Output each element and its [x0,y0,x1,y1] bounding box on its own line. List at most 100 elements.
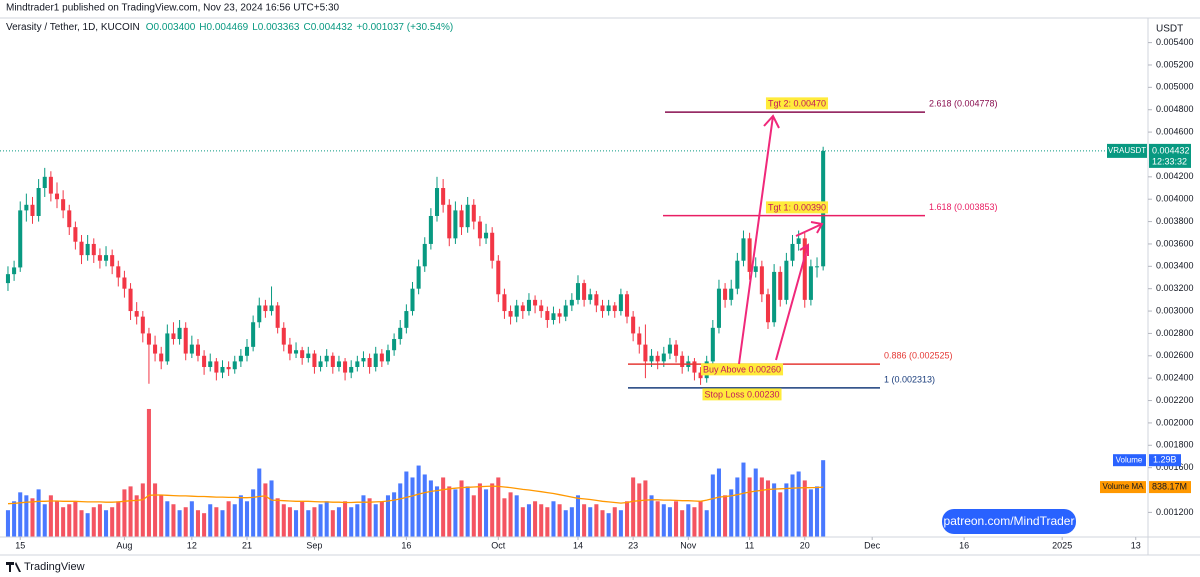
arrow [775,243,809,361]
legend-close: C0.004432 [303,22,352,33]
candle-body [428,215,433,244]
candle-body [189,344,194,354]
y-tick-label: 0.003400 [1156,261,1194,271]
x-tick-label: 12 [187,540,197,550]
candle-body [526,299,531,312]
candle-body [165,333,170,362]
candle-body [600,305,605,312]
annotation: Tgt 2: 0.00470 [765,97,829,110]
volume-bar [373,504,378,537]
volume-bar [545,507,550,537]
volume-bar [655,501,660,537]
volume-bar [91,507,96,537]
candle-body [453,210,458,239]
candle-body [91,243,96,256]
volume-bar [251,489,256,537]
candle-body [134,311,139,317]
volume-bar [735,477,740,537]
candle-body [116,266,121,278]
candle-body [729,288,734,300]
volume-value-box [1149,454,1181,467]
volume-bar [220,510,225,537]
brand: TradingView [24,561,85,573]
volume-bar [582,504,587,537]
volume-bar [195,510,200,537]
candle-body [177,327,182,340]
volume-bar [588,507,593,537]
watermark-text: patreon.com/MindTrader [944,514,1075,528]
volume-value: 1.29B [1153,455,1177,465]
volume-bar [385,495,391,537]
y-tick-label: 0.004200 [1156,171,1194,181]
volume-bar [171,504,176,537]
volume-bar [618,510,623,537]
volume-bar [263,483,268,537]
candle-body [312,353,317,367]
volume-bar [680,510,685,537]
annotation-text: Buy Above 0.00260 [703,364,781,374]
candle-body [361,358,366,362]
volume-bar [674,501,679,537]
candle-body [612,305,617,312]
volume-bar [563,510,568,537]
candle-body [85,243,90,256]
volume-bar [18,492,23,537]
candle-body [655,355,660,362]
candle-body [171,333,176,340]
candle-body [97,255,102,261]
candle-body [244,346,250,356]
volume-bar [330,510,335,537]
volume-bar [802,480,807,537]
volume-bar [85,513,90,537]
volume-bar [189,501,194,537]
x-tick-label: 13 [1131,540,1141,550]
candle-body [471,204,476,222]
volume-bar [122,489,127,537]
y-tick-label: 0.003800 [1156,216,1194,226]
volume-bar [716,468,721,537]
candle-body [79,241,84,256]
y-tick-label: 0.002800 [1156,328,1194,338]
volume-bar [232,504,237,537]
y-tick-label: 0.002200 [1156,395,1194,405]
volume-bar [606,513,611,537]
volume-bar [73,501,78,537]
volume-bar [698,501,703,537]
candle-body [122,277,127,289]
candle-body [42,176,47,189]
volume-bar [422,474,427,537]
candle-body [398,327,403,340]
volume-bar [496,477,501,537]
volume-bar [778,492,783,537]
volume-bar [165,501,170,537]
volume-bar [367,498,372,537]
candle-body [618,294,623,312]
level-label: 1.618 (0.003853) [929,202,998,212]
candle-body [208,361,213,367]
candle-body [104,255,109,261]
candle-body [48,176,53,194]
candle-body [281,327,286,345]
plot: 2.618 (0.004778) 1.618 (0.003853) 0.886 (0… [0,97,1148,537]
legend-open: O0.003400 [146,22,196,33]
y-tick-label: 0.004000 [1156,194,1194,204]
candle-body [73,227,78,242]
volume-bar [453,489,458,537]
volume-ma-value: 838.17M [1152,481,1187,491]
candle-body [324,355,329,362]
volume-bar [710,474,715,537]
candle-body [753,266,758,272]
candle-body [355,361,360,367]
volume-bar [686,504,691,537]
candle-body [563,305,568,317]
candle-body [710,327,715,362]
volume-bar [336,507,341,537]
y-tick-label: 0.005200 [1156,59,1194,69]
volume-bar [183,507,188,537]
volume-bar [30,498,35,537]
volume-bar [202,513,207,537]
candle-body [159,353,164,362]
candle-body [153,344,158,354]
candle-body [128,288,133,312]
